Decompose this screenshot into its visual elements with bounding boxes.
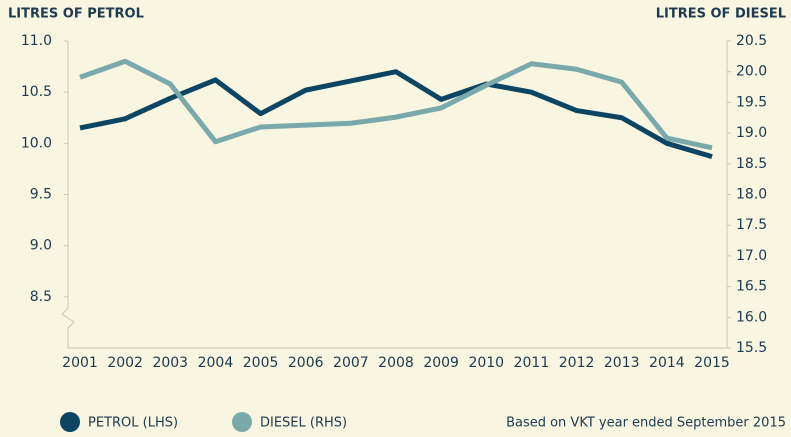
y-tick-label: 8.5 xyxy=(30,289,52,305)
legend-swatch xyxy=(60,412,80,432)
y2-tick-label: 19.0 xyxy=(736,125,767,141)
x-tick-label: 2002 xyxy=(107,355,143,371)
x-tick-label: 2009 xyxy=(423,355,459,371)
line-series xyxy=(79,58,713,151)
legend-label: PETROL (LHS) xyxy=(88,416,178,431)
x-tick-label: 2008 xyxy=(378,355,414,371)
y2-tick-label: 17.0 xyxy=(736,248,767,264)
y2-axis-title: LITRES OF DIESEL xyxy=(656,7,786,22)
y-axis-title: LITRES OF PETROL xyxy=(8,7,144,22)
x-tick-label: 2003 xyxy=(152,355,188,371)
y2-tick-label: 16.0 xyxy=(736,309,767,325)
y-tick-label: 9.5 xyxy=(30,187,52,203)
line-series xyxy=(79,69,713,160)
legend-label: DIESEL (RHS) xyxy=(260,416,347,431)
x-tick-label: 2005 xyxy=(243,355,279,371)
x-tick-label: 2013 xyxy=(604,355,640,371)
y-tick-label: 10.5 xyxy=(21,84,52,100)
x-tick-label: 2015 xyxy=(694,355,730,371)
x-tick-label: 2006 xyxy=(288,355,324,371)
y2-tick-label: 19.5 xyxy=(736,94,767,110)
legend-swatch xyxy=(232,412,252,432)
y-tick-label: 11.0 xyxy=(21,33,52,49)
y-tick-label: 9.0 xyxy=(30,238,52,254)
note: Based on VKT year ended September 2015 xyxy=(506,416,786,431)
y2-tick-label: 20.5 xyxy=(736,33,767,49)
x-tick-label: 2011 xyxy=(514,355,550,371)
y-tick-label: 10.0 xyxy=(21,135,52,151)
x-tick-label: 2007 xyxy=(333,355,369,371)
y2-tick-label: 17.5 xyxy=(736,217,767,233)
x-tick-label: 2014 xyxy=(649,355,685,371)
x-tick-label: 2001 xyxy=(62,355,98,371)
y2-tick-label: 15.5 xyxy=(736,340,767,356)
y2-tick-label: 18.0 xyxy=(736,187,767,203)
x-tick-label: 2004 xyxy=(198,355,234,371)
y-axis-line xyxy=(61,41,75,348)
y2-tick-label: 16.5 xyxy=(736,279,767,295)
x-tick-label: 2010 xyxy=(468,355,504,371)
y2-tick-label: 20.0 xyxy=(736,64,767,80)
y2-tick-label: 18.5 xyxy=(736,156,767,172)
x-tick-label: 2012 xyxy=(559,355,595,371)
